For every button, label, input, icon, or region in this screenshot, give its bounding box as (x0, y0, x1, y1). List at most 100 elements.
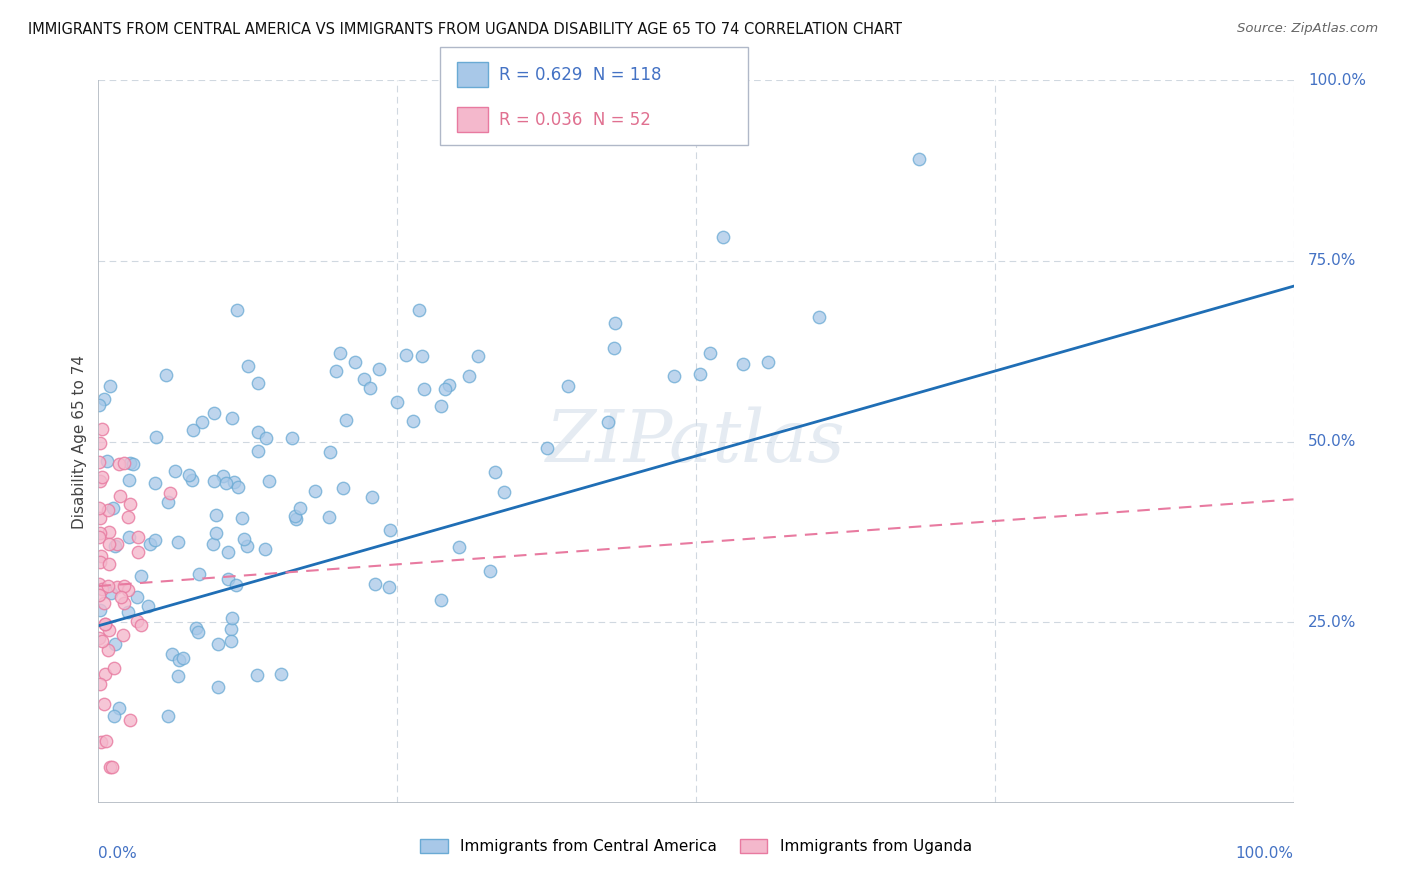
Point (378, 523, 401, 537)
Point (596, 415, 619, 429)
Point (103, 709, 125, 723)
Point (112, 596, 135, 610)
Point (402, 414, 425, 428)
Point (118, 530, 141, 544)
Point (91, 470, 114, 484)
Text: 50.0%: 50.0% (1308, 434, 1357, 449)
Point (167, 669, 190, 683)
Point (90, 422, 112, 436)
Point (125, 615, 148, 629)
Point (90, 633, 112, 648)
Point (105, 537, 128, 551)
Point (205, 508, 228, 522)
Point (329, 346, 352, 360)
Point (411, 349, 433, 363)
Point (90, 549, 112, 563)
Point (408, 303, 430, 318)
Point (484, 465, 506, 479)
Point (120, 497, 142, 511)
Point (166, 535, 188, 549)
Point (226, 303, 249, 318)
Point (108, 457, 131, 471)
Point (711, 230, 734, 244)
Point (181, 473, 204, 487)
Point (664, 369, 686, 384)
Point (127, 545, 149, 559)
Point (202, 406, 225, 420)
Point (254, 431, 277, 445)
Text: Source: ZipAtlas.com: Source: ZipAtlas.com (1237, 22, 1378, 36)
Point (232, 532, 254, 546)
Point (447, 540, 470, 554)
Text: 0.0%: 0.0% (98, 847, 138, 861)
Point (118, 474, 141, 488)
Point (145, 430, 167, 444)
Legend: Immigrants from Central America, Immigrants from Uganda: Immigrants from Central America, Immigra… (415, 833, 977, 860)
Point (177, 468, 200, 483)
Point (183, 423, 205, 437)
Point (226, 480, 249, 494)
Point (87, 631, 110, 645)
Point (112, 579, 135, 593)
Point (93, 596, 115, 610)
Point (467, 349, 489, 363)
Point (89, 526, 111, 541)
Point (139, 536, 162, 550)
Point (437, 378, 460, 392)
Point (259, 474, 281, 488)
Point (112, 456, 135, 470)
Point (112, 628, 135, 642)
Point (89, 474, 111, 488)
Point (94, 617, 117, 632)
Point (385, 395, 408, 409)
Point (353, 372, 375, 386)
Point (87, 576, 110, 591)
Point (908, 153, 931, 167)
Point (127, 530, 149, 544)
Point (97, 503, 120, 517)
Point (89, 436, 111, 450)
Point (689, 367, 711, 381)
Point (100, 586, 122, 600)
Point (89, 588, 111, 602)
Point (159, 485, 181, 500)
Point (104, 636, 127, 650)
Point (699, 346, 721, 360)
Point (284, 511, 307, 525)
Point (105, 580, 128, 594)
Text: ZIPatlas: ZIPatlas (546, 406, 846, 477)
Point (127, 590, 149, 604)
Point (87, 530, 110, 544)
Point (103, 540, 125, 554)
Point (236, 359, 259, 374)
Point (129, 569, 152, 583)
Point (211, 469, 233, 483)
Point (101, 760, 124, 774)
Point (89, 677, 111, 691)
Point (101, 501, 124, 516)
Point (360, 490, 382, 504)
Point (157, 709, 180, 723)
Y-axis label: Disability Age 65 to 74: Disability Age 65 to 74 (72, 354, 87, 529)
Point (318, 445, 340, 459)
Point (246, 425, 269, 439)
Text: 75.0%: 75.0% (1308, 253, 1357, 268)
Point (284, 509, 307, 524)
Point (187, 624, 209, 639)
Point (98, 760, 121, 774)
Point (335, 413, 357, 427)
Point (94, 733, 117, 747)
Point (247, 376, 270, 390)
Point (108, 489, 131, 503)
Text: R = 0.036  N = 52: R = 0.036 N = 52 (499, 111, 651, 128)
Point (246, 668, 269, 682)
Point (457, 369, 479, 384)
Point (430, 399, 453, 413)
Point (221, 611, 243, 625)
Point (221, 411, 243, 425)
Point (94, 617, 117, 632)
Point (733, 357, 755, 371)
Point (236, 540, 259, 554)
Point (121, 457, 143, 471)
Point (219, 633, 242, 648)
